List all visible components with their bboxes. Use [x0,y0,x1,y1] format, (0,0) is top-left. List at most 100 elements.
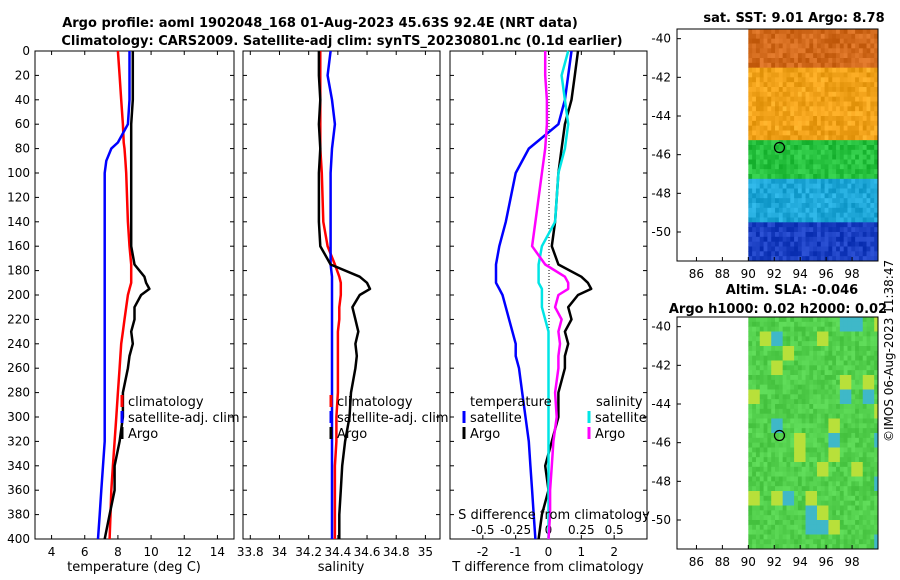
longitude-tick-label: 88 [715,555,730,569]
heatmap-cell [843,33,848,40]
heatmap-cell [824,149,829,156]
heatmap-cell [790,62,795,69]
heatmap-cell [805,355,810,361]
heatmap-cell [805,389,810,395]
heatmap-cell [755,246,761,252]
heatmap-cell [832,476,837,482]
heatmap-cell [824,346,829,352]
heatmap-cell [763,466,768,473]
heatmap-cell [858,524,864,531]
heatmap-cell [855,53,860,59]
heatmap-cell [851,227,856,233]
heatmap-cell [874,520,879,526]
heatmap-cell [862,515,867,521]
heatmap-cell [748,91,753,98]
heatmap-cell [851,500,856,506]
heatmap-cell [862,58,867,64]
heatmap-cell [843,174,848,180]
heatmap-cell [778,317,784,323]
heatmap-cell [847,178,852,185]
heatmap-cell [775,251,780,257]
heatmap-cell [836,379,841,386]
heatmap-cell [820,203,825,209]
heatmap-cell [855,149,860,156]
heatmap-cell [786,33,791,40]
heatmap-cell [847,486,852,492]
heatmap-cell [786,326,791,332]
heatmap-cell [771,130,776,136]
heatmap-cell [809,130,814,136]
heatmap-cell [820,428,825,434]
heatmap-cell [824,520,829,526]
legend-label-salinity-satellite: satellite [595,411,647,426]
heatmap-cell [778,457,784,463]
heatmap-cell [786,355,791,361]
heatmap-cell [870,471,875,477]
heatmap-cell [775,67,780,73]
heatmap-cell [828,394,833,400]
heatmap-cell [797,159,803,165]
heatmap-cell [847,58,852,64]
heatmap-cell [866,58,871,64]
heatmap-cell [866,437,871,444]
heatmap-cell [839,188,845,194]
heatmap-cell [752,433,757,439]
heatmap-cell [855,437,860,444]
heatmap-cell [874,423,879,429]
heatmap-cell [805,58,810,64]
heatmap-cell [832,471,837,477]
heatmap-cell [759,48,764,54]
heatmap-cell [870,53,875,59]
heatmap-cell [790,125,795,131]
heatmap-cell [767,198,772,204]
heatmap-cell [801,437,806,444]
heatmap-cell [839,379,845,386]
heatmap-cell [790,101,795,107]
heatmap-cell [801,164,806,170]
heatmap-cell [874,72,879,78]
heatmap-cell [782,346,787,352]
heatmap-cell [763,135,768,141]
heatmap-cell [794,462,799,468]
heatmap-cell [763,544,768,550]
heatmap-cell [855,515,860,521]
heatmap-cell [828,539,833,545]
heatmap-cell [820,246,825,252]
heatmap-cell [824,534,829,540]
heatmap-cell [759,350,764,357]
heatmap-cell [862,125,867,131]
heatmap-cell [767,370,772,376]
heatmap-cell [805,232,810,238]
heatmap-cell [813,408,818,415]
heatmap-cell [794,399,799,405]
sst-map-panel: sat. SST: 9.01 Argo: 8.78 86 88 90 92 94 96 98… [651,11,884,281]
heatmap-cell [824,500,829,506]
heatmap-cell [836,125,841,131]
heatmap-cell [843,346,848,352]
heatmap-cell [866,500,871,506]
heatmap-cell [805,130,810,136]
heatmap-cell [786,169,791,175]
heatmap-cell [805,442,810,448]
heatmap-cell [797,452,803,458]
heatmap-cell [771,428,776,434]
heatmap-cell [767,178,772,185]
heatmap-cell [836,491,841,497]
heatmap-cell [862,217,867,223]
heatmap-cell [870,457,875,463]
heatmap-cell [816,227,822,233]
heatmap-cell [805,539,810,545]
heatmap-cell [805,251,810,257]
heatmap-cell [832,207,837,214]
heatmap-cell [755,452,761,458]
heatmap-cell [759,207,764,214]
heatmap-cell [755,529,761,535]
heatmap-cell [752,515,757,521]
heatmap-cell [809,183,814,189]
heatmap-cell [809,495,814,502]
heatmap-cell [816,53,822,59]
heatmap-cell [805,317,810,323]
heatmap-cell [851,346,856,352]
heatmap-cell [755,154,761,160]
heatmap-cell [855,447,860,453]
